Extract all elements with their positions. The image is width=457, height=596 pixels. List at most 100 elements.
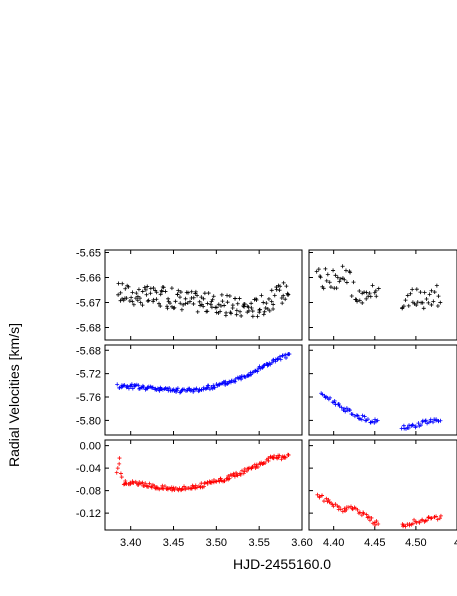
data-point-r2-right-21 xyxy=(344,507,349,512)
data-point-r0-right-66 xyxy=(406,303,411,308)
data-point-r1-right-15 xyxy=(339,405,344,410)
data-point-r2-right-87 xyxy=(435,517,440,522)
x-tick-label-right-0: 4.40 xyxy=(323,537,344,549)
data-point-r0-left-62 xyxy=(178,301,183,306)
data-point-r0-left-88 xyxy=(205,309,210,314)
y-tick-label-r2-3: -0.12 xyxy=(76,508,101,520)
data-point-r0-right-25 xyxy=(349,294,354,299)
data-point-r0-right-17 xyxy=(338,276,343,281)
data-point-r1-left-14 xyxy=(129,382,134,387)
data-point-r0-right-73 xyxy=(415,300,420,305)
data-point-r2-right-13 xyxy=(333,502,338,507)
data-point-r1-right-78 xyxy=(423,418,428,423)
data-point-r0-left-75 xyxy=(191,295,196,300)
data-point-r0-left-19 xyxy=(135,298,140,303)
data-point-r0-left-131 xyxy=(249,301,254,306)
data-point-r1-right-13 xyxy=(336,401,341,406)
data-point-r0-left-155 xyxy=(272,293,277,298)
data-point-r0-right-8 xyxy=(325,272,330,277)
data-point-r0-left-161 xyxy=(279,296,284,301)
data-point-r0-left-23 xyxy=(138,300,143,305)
data-point-r0-left-66 xyxy=(183,296,188,301)
y-axis-label-text: Radial Velocities [km/s] xyxy=(6,323,22,467)
data-point-r2-right-25 xyxy=(350,506,355,511)
data-point-r2-left-169 xyxy=(286,453,291,458)
data-point-r1-left-155 xyxy=(273,359,278,364)
data-point-r2-left-138 xyxy=(254,462,259,467)
data-point-r1-right-68 xyxy=(410,422,415,427)
data-point-r0-left-11 xyxy=(126,284,131,289)
data-point-r0-left-85 xyxy=(201,304,206,309)
data-point-r0-left-16 xyxy=(131,302,136,307)
data-point-r2-right-35 xyxy=(364,512,369,517)
data-point-r2-right-88 xyxy=(437,516,442,521)
data-point-r0-right-21 xyxy=(344,268,349,273)
data-point-r0-left-166 xyxy=(284,284,289,289)
data-point-r2-left-128 xyxy=(244,468,249,473)
data-point-r2-left-32 xyxy=(147,481,152,486)
data-point-r0-right-11 xyxy=(331,268,336,273)
data-point-r2-right-4 xyxy=(320,493,325,498)
data-point-r1-left-47 xyxy=(163,386,168,391)
y-tick-label-r1-0: -5.68 xyxy=(76,345,101,357)
data-point-r2-right-5 xyxy=(321,499,326,504)
panel-frame-r0-right xyxy=(308,249,457,341)
data-point-r0-left-39 xyxy=(154,290,159,295)
data-point-r0-right-82 xyxy=(429,302,434,307)
x-axis-label: HJD-2455160.0 xyxy=(0,556,457,576)
data-point-r0-right-89 xyxy=(438,300,443,305)
data-point-r0-right-10 xyxy=(328,285,333,290)
data-point-r0-right-74 xyxy=(418,290,423,295)
data-point-r2-left-47 xyxy=(162,484,167,489)
data-point-r0-left-28 xyxy=(144,292,149,297)
data-point-r1-left-7 xyxy=(122,383,127,388)
data-point-r2-left-82 xyxy=(199,481,204,486)
data-point-r1-right-27 xyxy=(355,413,360,418)
data-point-r1-right-74 xyxy=(418,423,423,428)
data-point-r1-left-96 xyxy=(212,385,217,390)
data-point-r0-left-90 xyxy=(206,291,211,296)
data-point-r1-right-30 xyxy=(359,417,364,422)
data-point-r1-left-35 xyxy=(150,385,155,390)
data-point-r0-left-69 xyxy=(185,300,190,305)
data-point-r1-left-106 xyxy=(223,382,228,387)
data-point-r1-right-24 xyxy=(350,412,355,417)
data-point-r0-left-15 xyxy=(130,299,135,304)
data-point-r2-left-0 xyxy=(114,470,119,475)
data-point-r0-right-7 xyxy=(324,278,329,283)
data-point-r0-left-80 xyxy=(197,299,202,304)
data-point-r0-right-44 xyxy=(376,286,381,291)
data-point-r0-left-35 xyxy=(151,297,156,302)
data-point-r0-left-150 xyxy=(267,308,272,313)
data-point-r0-left-98 xyxy=(214,305,219,310)
data-point-r1-left-169 xyxy=(287,352,292,357)
data-point-r1-right-72 xyxy=(416,421,421,426)
data-point-r0-left-91 xyxy=(208,302,213,307)
data-point-r2-left-106 xyxy=(222,478,227,483)
data-point-r1-left-81 xyxy=(197,388,202,393)
data-point-r0-left-70 xyxy=(186,290,191,295)
data-point-r0-left-64 xyxy=(179,307,184,312)
x-axis-label-text: HJD-2455160.0 xyxy=(232,556,332,572)
data-point-r0-right-35 xyxy=(364,296,369,301)
data-point-r2-left-160 xyxy=(277,453,282,458)
data-point-r1-left-107 xyxy=(223,379,228,384)
data-point-r0-left-134 xyxy=(250,314,255,319)
data-point-r2-right-42 xyxy=(373,522,378,527)
data-point-r2-left-78 xyxy=(193,483,198,488)
data-point-r1-right-22 xyxy=(348,408,353,413)
data-point-r0-right-79 xyxy=(424,297,429,302)
data-point-r0-left-61 xyxy=(177,295,182,300)
data-point-r1-right-29 xyxy=(358,417,363,422)
data-point-r2-right-0 xyxy=(315,492,320,497)
data-point-r0-left-54 xyxy=(169,286,174,291)
data-point-r1-right-82 xyxy=(428,417,433,422)
data-point-r2-left-21 xyxy=(136,482,141,487)
data-point-r0-left-126 xyxy=(242,302,247,307)
data-point-r0-right-14 xyxy=(334,286,339,291)
data-point-r2-right-89 xyxy=(438,513,443,518)
data-point-r0-left-81 xyxy=(198,303,203,308)
data-point-r2-left-123 xyxy=(239,468,244,473)
data-point-r0-right-65 xyxy=(405,293,410,298)
panel-frame-r1-right xyxy=(308,344,457,436)
